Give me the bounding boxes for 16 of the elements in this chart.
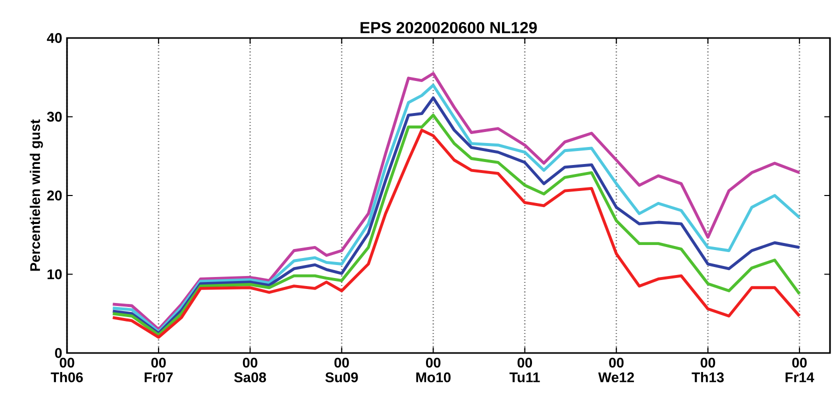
x-tick-label: 00 Th06 [50, 358, 83, 382]
x-tick-label: 00 Sa08 [234, 358, 266, 382]
chart-title: EPS 2020020600 NL129 [360, 22, 537, 34]
x-tick-label: 00 Fr07 [144, 358, 173, 382]
x-tick-label: 00 Tu11 [510, 358, 540, 382]
y-tick-label: 0 [55, 348, 62, 358]
y-tick-label: 40 [46, 33, 62, 43]
x-tick-label: 00 Su09 [325, 358, 358, 382]
y-axis-title: Percentielen wind gust [30, 119, 43, 271]
x-tick-label: 00 Mo10 [416, 358, 451, 382]
x-tick-label: 00 Th13 [692, 358, 724, 382]
x-tick-label: 00 Fr14 [786, 358, 814, 382]
y-tick-label: 20 [47, 190, 62, 200]
y-tick-label: 30 [47, 112, 62, 122]
y-tick-label: 10 [48, 269, 62, 280]
x-tick-label: 00 We12 [598, 358, 634, 382]
